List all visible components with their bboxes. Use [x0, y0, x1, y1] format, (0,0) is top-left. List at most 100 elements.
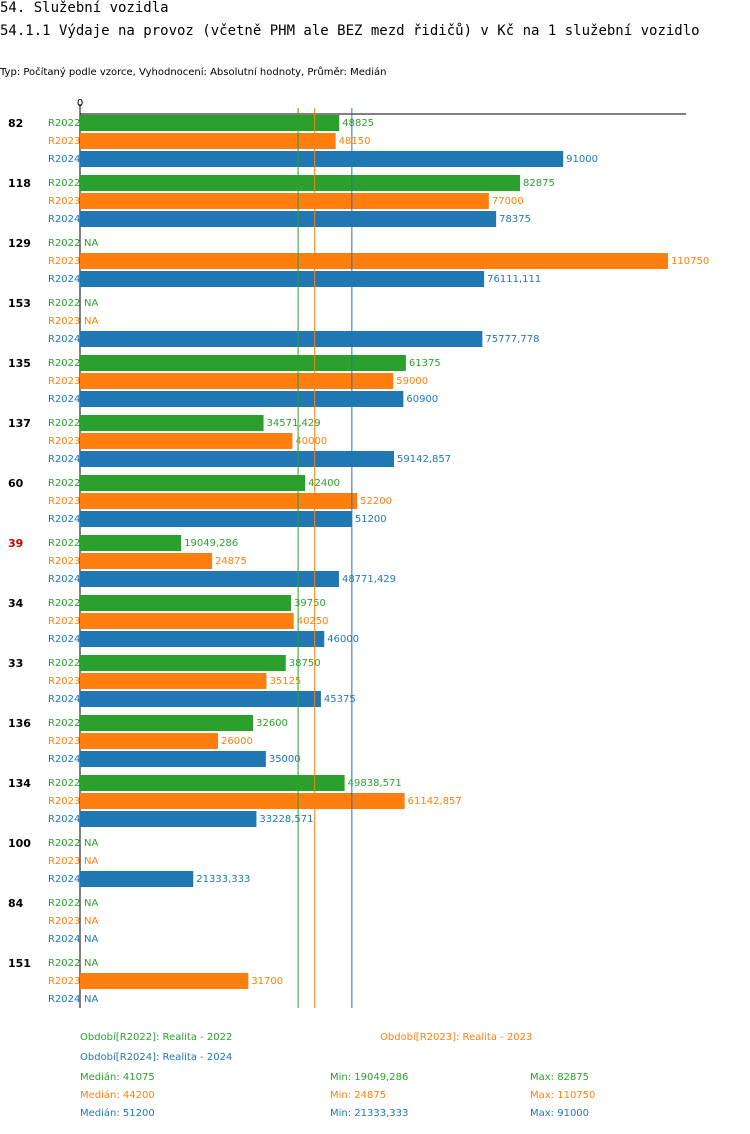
series-label: R2022: [48, 118, 80, 129]
na-label: NA: [84, 898, 98, 909]
data-label: 78375: [499, 214, 531, 225]
legend-min: Min: 19049,286: [330, 1072, 408, 1083]
data-label: 91000: [566, 154, 598, 165]
group-label: 137: [8, 417, 31, 430]
bar: [80, 733, 219, 749]
bar: [80, 595, 292, 611]
series-label: R2022: [48, 778, 80, 789]
data-label: 21333,333: [196, 874, 250, 885]
na-label: NA: [84, 994, 98, 1005]
bar: [80, 811, 257, 827]
na-label: NA: [84, 916, 98, 927]
bar: [80, 775, 345, 791]
data-label: 38750: [289, 658, 321, 669]
bar: [80, 271, 485, 287]
na-label: NA: [84, 238, 98, 249]
series-label: R2022: [48, 718, 80, 729]
series-label: R2022: [48, 298, 80, 309]
bar: [80, 331, 483, 347]
series-label: R2023: [48, 556, 80, 567]
legend-max: Max: 110750: [530, 1090, 595, 1101]
data-label: 77000: [492, 196, 524, 207]
bar: [80, 355, 406, 371]
bar: [80, 115, 340, 131]
data-label: 31700: [251, 976, 283, 987]
bar: [80, 511, 352, 527]
data-label: 24875: [215, 556, 247, 567]
legend-max: Max: 82875: [530, 1072, 589, 1083]
series-label: R2023: [48, 916, 80, 927]
bar: [80, 553, 213, 569]
series-label: R2024: [48, 934, 80, 945]
series-label: R2023: [48, 436, 80, 447]
bar: [80, 391, 404, 407]
legend-period: Období[R2024]: Realita - 2024: [80, 1051, 232, 1063]
data-label: 48771,429: [342, 574, 396, 585]
data-label: 40000: [295, 436, 327, 447]
series-label: R2022: [48, 358, 80, 369]
series-label: R2024: [48, 634, 80, 645]
series-label: R2024: [48, 754, 80, 765]
bar: [80, 631, 325, 647]
group-label: 129: [8, 237, 31, 250]
data-label: 40250: [297, 616, 329, 627]
data-label: 76111,111: [487, 274, 541, 285]
series-label: R2023: [48, 136, 80, 147]
bar: [80, 253, 669, 269]
bar: [80, 571, 339, 587]
page-title: 54. Služební vozidla: [0, 0, 169, 16]
series-label: R2022: [48, 238, 80, 249]
data-label: 19049,286: [184, 538, 238, 549]
series-label: R2024: [48, 694, 80, 705]
data-label: 60900: [406, 394, 438, 405]
series-label: R2023: [48, 256, 80, 267]
series-label: R2024: [48, 994, 80, 1005]
bar: [80, 535, 182, 551]
group-label: 33: [8, 657, 23, 670]
legend-median: Medián: 41075: [80, 1071, 155, 1083]
series-label: R2024: [48, 574, 80, 585]
legend-min: Min: 24875: [330, 1090, 386, 1101]
data-label: 46000: [327, 634, 359, 645]
data-label: 35000: [269, 754, 301, 765]
series-label: R2023: [48, 856, 80, 867]
series-label: R2024: [48, 394, 80, 405]
bar: [80, 793, 405, 809]
series-label: R2023: [48, 616, 80, 627]
group-label: 100: [8, 837, 31, 850]
series-label: R2024: [48, 454, 80, 465]
legend-period: Období[R2023]: Realita - 2023: [380, 1031, 532, 1043]
data-label: 75777,778: [485, 334, 539, 345]
series-label: R2024: [48, 214, 80, 225]
data-label: 59000: [396, 376, 428, 387]
na-label: NA: [84, 934, 98, 945]
series-label: R2022: [48, 898, 80, 909]
data-label: 48150: [339, 136, 371, 147]
legend-min: Min: 21333,333: [330, 1108, 408, 1119]
data-label: 48825: [342, 118, 374, 129]
series-label: R2022: [48, 178, 80, 189]
group-label: 136: [8, 717, 31, 730]
data-label: 42400: [308, 478, 340, 489]
data-label: 32600: [256, 718, 288, 729]
group-label: 118: [8, 177, 31, 190]
na-label: NA: [84, 838, 98, 849]
bar: [80, 451, 395, 467]
data-label: 110750: [671, 256, 709, 267]
legend-max: Max: 91000: [530, 1108, 589, 1119]
chart-subtitle: 54.1.1 Výdaje na provoz (včetně PHM ale …: [0, 23, 700, 39]
x-axis-zero-label: 0: [77, 98, 83, 109]
series-label: R2023: [48, 316, 80, 327]
data-label: 52200: [360, 496, 392, 507]
series-label: R2023: [48, 736, 80, 747]
series-label: R2022: [48, 478, 80, 489]
series-label: R2023: [48, 376, 80, 387]
series-label: R2024: [48, 514, 80, 525]
series-label: R2024: [48, 814, 80, 825]
bar: [80, 193, 489, 209]
bar: [80, 151, 564, 167]
legend-median: Medián: 44200: [80, 1089, 155, 1101]
group-label: 84: [8, 897, 24, 910]
series-label: R2023: [48, 496, 80, 507]
bar: [80, 691, 321, 707]
